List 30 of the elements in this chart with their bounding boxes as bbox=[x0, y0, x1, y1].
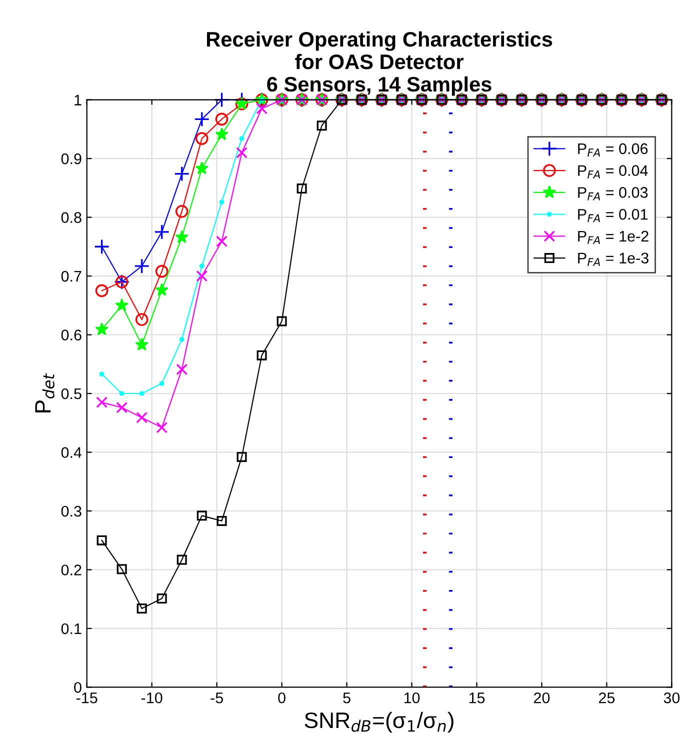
y-tick-label: 0.1 bbox=[61, 623, 82, 634]
x-tick-label: -10 bbox=[141, 692, 162, 704]
x-axis-title: SNR$_{dB}$=(σ$_{1}$/σ$_{n}$) bbox=[304, 712, 454, 733]
x-tick-label: 30 bbox=[664, 692, 680, 704]
y-tick-label: 0.6 bbox=[61, 330, 82, 340]
legend-label: P$_{FA}$ = 0.03 bbox=[578, 187, 648, 200]
x-tick-label: 15 bbox=[469, 692, 485, 704]
y-tick-label: 0.3 bbox=[61, 506, 82, 517]
x-tick-label: -15 bbox=[76, 692, 98, 704]
legend-label: P$_{FA}$ = 1e-2 bbox=[578, 230, 648, 244]
x-tick-label: 25 bbox=[598, 692, 615, 704]
y-tick-label: 0.5 bbox=[61, 388, 82, 400]
legend-label: P$_{FA}$ = 0.04 bbox=[578, 165, 648, 178]
y-tick-label: 1 bbox=[74, 94, 82, 106]
legend-label: P$_{FA}$ = 0.01 bbox=[578, 208, 648, 222]
legend-label: P$_{FA}$ = 1e-3 bbox=[578, 252, 648, 266]
y-tick-label: 0.4 bbox=[61, 447, 82, 458]
y-tick-label: 0.8 bbox=[61, 212, 82, 223]
x-tick-label: -5 bbox=[210, 692, 223, 704]
chart-title: Receiver Operating Characteristics for OAS Detector 6 Sensors, 14 Samples bbox=[206, 31, 552, 96]
legend-label: P$_{FA}$ = 0.06 bbox=[578, 143, 648, 156]
y-tick-label: 0.7 bbox=[61, 270, 82, 282]
x-tick-label: 10 bbox=[404, 692, 420, 704]
y-tick-label: 0 bbox=[74, 682, 82, 693]
y-tick-label: 0.2 bbox=[61, 564, 82, 576]
y-axis-title: P$_{det}$ bbox=[35, 373, 54, 412]
x-tick-label: 0 bbox=[278, 692, 286, 704]
x-tick-label: 20 bbox=[534, 692, 550, 704]
x-tick-label: 5 bbox=[343, 692, 350, 704]
y-tick-label: 0.9 bbox=[61, 153, 82, 164]
